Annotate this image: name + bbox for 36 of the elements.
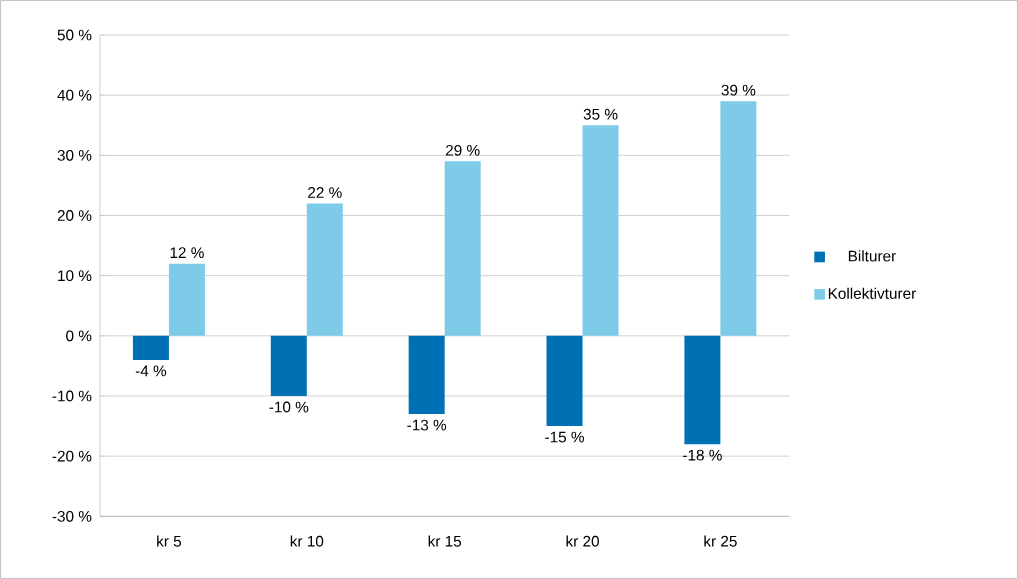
bar — [408, 335, 445, 415]
data-label: 39 % — [721, 84, 756, 96]
data-label: -10 % — [269, 401, 309, 413]
y-tick-label: 50 % — [57, 29, 92, 41]
bar — [168, 263, 205, 336]
bar — [720, 101, 757, 336]
data-label: -18 % — [683, 449, 722, 461]
y-tick-label: -20 % — [52, 450, 92, 462]
data-label: 12 % — [170, 247, 204, 259]
y-tick-label: 30 % — [57, 149, 92, 161]
bar — [684, 335, 721, 445]
bar — [444, 161, 481, 336]
bar — [546, 335, 583, 427]
y-tick-label: 20 % — [57, 210, 92, 221]
x-tick-label: kr 10 — [290, 535, 324, 547]
legend-label: Bilturer — [848, 250, 896, 262]
bar — [132, 335, 169, 360]
data-label: -4 % — [135, 365, 167, 377]
data-label: 22 % — [308, 187, 342, 198]
y-tick-label: -30 % — [52, 510, 92, 522]
data-label: -13 % — [407, 419, 447, 431]
y-tick-label: -10 % — [52, 390, 92, 402]
x-tick-label: kr 15 — [428, 535, 462, 547]
y-tick-label: 10 % — [58, 270, 92, 282]
bar — [306, 203, 343, 336]
data-label: -15 % — [545, 431, 584, 443]
data-label: 35 % — [583, 108, 618, 120]
x-tick-label: kr 25 — [704, 535, 737, 547]
x-tick-label: kr 20 — [566, 535, 599, 547]
data-label: 29 % — [445, 144, 480, 156]
x-tick-label: kr 5 — [157, 535, 182, 547]
legend-label: Kollektivturer — [828, 287, 916, 299]
y-tick-label: 0 % — [66, 330, 92, 342]
bar — [582, 125, 619, 336]
y-tick-label: 40 % — [57, 89, 92, 101]
bar — [270, 335, 307, 396]
